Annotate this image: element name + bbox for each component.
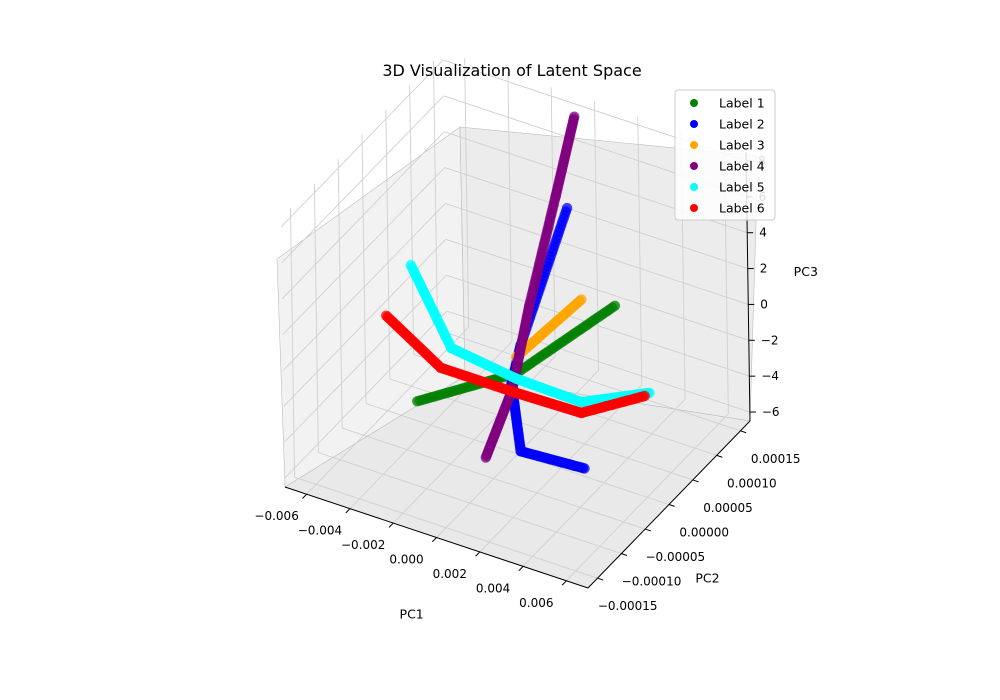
x-tick-mark [431, 537, 437, 543]
legend-label: Label 6 [719, 201, 765, 216]
legend-marker [690, 162, 698, 170]
z-tick-label: −4 [761, 369, 779, 383]
y-tick-mark [621, 553, 628, 556]
grid-line-z-back [445, 238, 749, 341]
x-tick-mark [475, 551, 481, 557]
z-tick-label: −6 [762, 405, 780, 419]
z-tick-label: −2 [761, 333, 779, 347]
legend-label: Label 4 [719, 159, 765, 174]
y-tick-label: −0.00005 [645, 550, 705, 564]
x-tick-label: 0.002 [433, 567, 467, 581]
data-point [579, 463, 590, 474]
grid-line-y-floor [437, 329, 741, 432]
legend-box [674, 89, 776, 221]
grid-line-z-left [282, 203, 446, 371]
y-tick-mark [645, 528, 652, 532]
y-axis-title: PC2 [695, 570, 719, 585]
y-tick-mark [597, 577, 604, 581]
legend-label: Label 2 [719, 117, 765, 132]
z-tick-label: 4 [759, 226, 767, 240]
z-tick-label: 0 [760, 297, 768, 311]
grid-line-y-floor [318, 452, 622, 555]
grid-line-z-left [284, 274, 447, 443]
series-4 [480, 111, 580, 463]
grid-line-z-back [446, 274, 750, 377]
grid-line-z-back [444, 167, 748, 269]
x-tick-label: 0.004 [476, 581, 510, 595]
chart-title: 3D Visualization of Latent Space [382, 61, 641, 80]
x-tick-label: −0.004 [298, 524, 342, 538]
z-tick-label: 2 [760, 262, 768, 276]
y-tick-label: 0.00010 [727, 476, 777, 490]
grid-line-z-left [281, 131, 445, 300]
x-tick-mark [388, 522, 394, 528]
y-tick-label: 0.00005 [703, 501, 753, 515]
grid-line-z-left [283, 238, 447, 407]
x-tick-mark [518, 566, 524, 572]
y-tick-mark [668, 504, 675, 507]
legend: Label 1 Label 2 Label 3 Label 4 Label 5 Label… [674, 89, 776, 221]
series-6 [381, 310, 650, 419]
axes: −0.006−0.004−0.002 0.000 0.002 0.004 0.006 −0… [254, 151, 818, 622]
legend-label: Label 1 [719, 96, 765, 111]
x-tick-label: −0.002 [341, 538, 385, 552]
x-tick-mark [345, 508, 351, 514]
x-tick-mark [302, 493, 308, 499]
grid-line-z-left [281, 95, 444, 264]
y-tick-label: 0.00000 [679, 526, 729, 540]
grid-line-z-left [284, 310, 448, 479]
x-axis-title: PC1 [400, 607, 424, 622]
y-tick-mark [692, 479, 699, 483]
x-tick-mark [561, 580, 567, 586]
legend-marker [690, 120, 698, 128]
grid-line-y-floor [342, 427, 646, 530]
grid-line-y-floor [294, 476, 598, 579]
data-point [576, 294, 587, 305]
grid-line-z-back [446, 310, 751, 413]
x-tick-label: 0.006 [519, 596, 553, 610]
grid-line-z-left [280, 59, 444, 228]
y-tick-mark [716, 454, 723, 458]
x-tick-label: 0.000 [389, 553, 423, 567]
legend-label: Label 5 [719, 180, 765, 195]
x-tick-label: −0.006 [254, 509, 298, 523]
grid-line-z-back [445, 203, 749, 305]
legend-marker [690, 183, 698, 191]
y-tick-mark [740, 430, 747, 434]
legend-marker [690, 204, 698, 212]
grid-line-z-left [282, 167, 446, 335]
data-points [381, 111, 655, 474]
y-tick-label: −0.00015 [598, 599, 658, 613]
z-axis-title: PC3 [794, 264, 818, 279]
legend-label: Label 3 [719, 138, 765, 153]
data-point [639, 390, 650, 402]
data-point [609, 300, 621, 311]
y-tick-label: −0.00010 [622, 575, 682, 589]
y-tick-label: 0.00015 [751, 452, 801, 466]
legend-marker [690, 99, 698, 107]
legend-marker [690, 141, 698, 149]
data-point [480, 452, 491, 463]
